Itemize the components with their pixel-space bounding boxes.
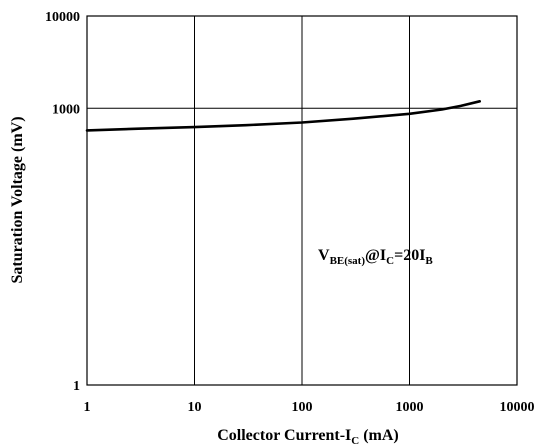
tick-labels: 1 10 100 1000 10000 1 1000 10000: [45, 10, 535, 415]
annotation-i-subscript: C: [386, 255, 394, 267]
x-tick-label: 1000: [396, 400, 424, 415]
x-axis-label-main: Collector Current-I: [217, 427, 351, 444]
y-tick-label: 10000: [45, 10, 80, 25]
grid: [87, 16, 517, 385]
series-layer: [85, 100, 481, 132]
annotation-b-subscript: B: [425, 255, 433, 267]
x-tick-label: 100: [292, 400, 313, 415]
x-tick-label: 10: [188, 400, 202, 415]
x-tick-label: 10000: [500, 400, 535, 415]
plot-frame: [86, 15, 518, 386]
x-axis-label-subscript: C: [351, 435, 359, 447]
x-axis-label: Collector Current-IC (mA): [217, 427, 399, 447]
y-tick-label: 1: [73, 379, 80, 394]
x-tick-label: 1: [84, 400, 91, 415]
annotation-at: @I: [365, 247, 386, 264]
series-annotation: VBE(sat)@IC=20IB: [318, 247, 433, 267]
annotation-v-subscript: BE(sat): [330, 255, 366, 267]
y-axis-label: Saturation Voltage (mV): [9, 116, 26, 283]
annotation-eq: =20I: [394, 247, 425, 264]
y-tick-label: 1000: [52, 102, 80, 117]
annotation-v: V: [318, 247, 330, 264]
series-line: [85, 100, 481, 132]
x-axis-label-unit: (mA): [359, 427, 399, 444]
